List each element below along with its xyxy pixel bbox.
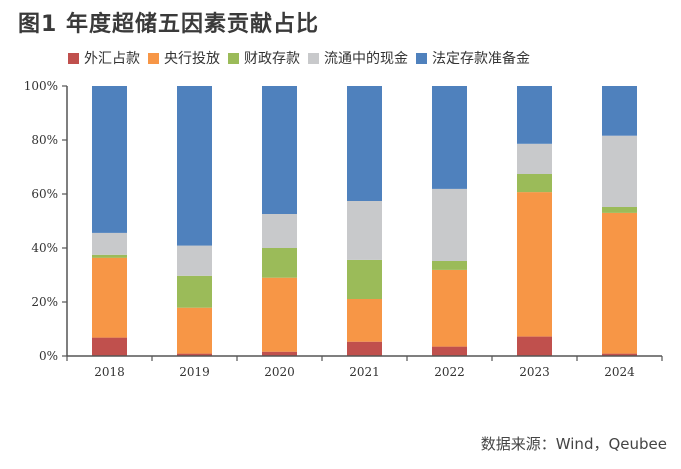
x-tick-label: 2018 — [94, 365, 125, 379]
bar-segment — [177, 307, 212, 354]
bar-segment — [92, 337, 127, 356]
bar-segment — [262, 351, 297, 356]
bar-segment — [347, 86, 382, 201]
bar-segment — [602, 212, 637, 354]
legend-swatch — [416, 52, 427, 64]
y-tick-label: 0% — [39, 349, 58, 363]
x-tick-label: 2019 — [179, 365, 210, 379]
legend-item: 外汇占款 — [68, 48, 140, 68]
bar-segment — [602, 353, 637, 356]
bar-segment — [177, 275, 212, 308]
bar-segment — [432, 346, 467, 356]
bar-segment — [347, 341, 382, 356]
bar-segment — [262, 248, 297, 278]
legend-item: 法定存款准备金 — [416, 48, 530, 68]
legend-label: 外汇占款 — [84, 51, 140, 67]
legend-label: 央行投放 — [164, 51, 220, 67]
legend-label: 财政存款 — [244, 51, 300, 67]
bar-segment — [262, 214, 297, 248]
x-tick-label: 2024 — [604, 365, 635, 379]
data-source-note: 数据来源：Wind，Qeubee — [480, 435, 667, 453]
x-tick-label: 2020 — [264, 365, 295, 379]
bar-segment — [432, 269, 467, 347]
bar-segment — [92, 232, 127, 255]
bar-segment — [262, 277, 297, 352]
y-tick-label: 40% — [31, 241, 58, 255]
bar-segment — [347, 299, 382, 342]
bar-segment — [602, 86, 637, 136]
legend-swatch — [68, 52, 79, 64]
y-tick-label: 20% — [31, 295, 58, 309]
bar-segment — [517, 86, 552, 144]
bar-segment — [602, 207, 637, 213]
chart-legend: 外汇占款 央行投放 财政存款 流通中的现金 法定存款准备金 — [68, 48, 538, 68]
bar-segment — [517, 143, 552, 174]
bar-segment — [432, 188, 467, 261]
legend-item: 央行投放 — [148, 48, 220, 68]
bar-segment — [92, 86, 127, 233]
bar-segment — [177, 86, 212, 246]
bar-segment — [177, 245, 212, 276]
legend-item: 财政存款 — [228, 48, 300, 68]
x-tick-label: 2021 — [349, 365, 380, 379]
bar-segment — [602, 135, 637, 207]
bar-segment — [517, 192, 552, 337]
y-tick-label: 100% — [24, 79, 58, 93]
legend-swatch — [308, 52, 319, 64]
legend-swatch — [228, 52, 239, 64]
bar-segment — [347, 201, 382, 260]
bar-segment — [517, 174, 552, 193]
bar-segment — [432, 261, 467, 270]
bar-segment — [177, 353, 212, 356]
bar-segment — [92, 254, 127, 258]
chart-title: 图1 年度超储五因素贡献占比 — [18, 12, 319, 37]
bar-segment — [517, 336, 552, 356]
legend-item: 流通中的现金 — [308, 48, 408, 68]
y-tick-label: 80% — [31, 133, 58, 147]
bar-segment — [92, 257, 127, 338]
y-tick-label: 60% — [31, 187, 58, 201]
bar-segment — [262, 86, 297, 214]
bar-segment — [347, 259, 382, 299]
bar-segment — [432, 86, 467, 189]
legend-label: 流通中的现金 — [324, 51, 408, 67]
x-tick-label: 2022 — [434, 365, 465, 379]
x-tick-label: 2023 — [519, 365, 550, 379]
legend-swatch — [148, 52, 159, 64]
legend-label: 法定存款准备金 — [432, 51, 530, 67]
